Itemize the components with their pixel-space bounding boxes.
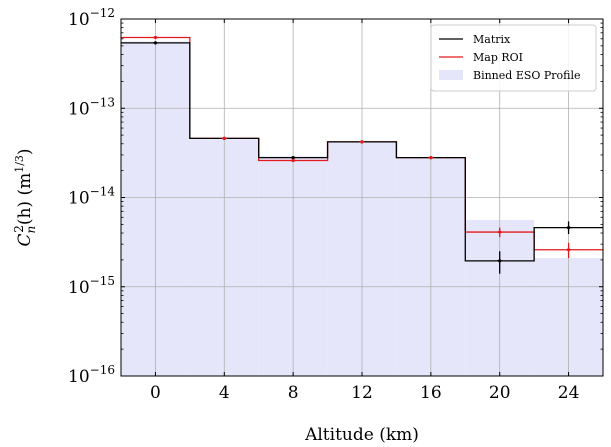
matrix-marker-0 xyxy=(153,41,158,45)
x-tick-label-3: 12 xyxy=(351,383,373,403)
y-tick-label-3: 10−13 xyxy=(68,95,115,119)
x-axis-label: Altitude (km) xyxy=(304,425,419,445)
legend-label-map-roi: Map ROI xyxy=(473,51,523,64)
x-tick-label-6: 24 xyxy=(558,383,580,403)
legend-box xyxy=(430,24,597,92)
map-roi-marker-5 xyxy=(498,230,502,234)
y-axis-label: Cn2(h) (m1/3) xyxy=(12,148,38,246)
legend: Matrix Map ROI Binned ESO Profile xyxy=(430,24,597,92)
axis-ticks: 0 4 8 12 16 20 24 10−16 10−15 10−14 10−13 10−12 xyxy=(68,6,603,403)
y-tick-label-0: 10−16 xyxy=(68,363,115,387)
matrix-marker-6 xyxy=(566,225,571,230)
map-roi-marker-3 xyxy=(360,140,364,144)
map-roi-marker-2 xyxy=(291,158,295,163)
matrix-marker-5 xyxy=(498,259,502,263)
y-tick-label-1: 10−15 xyxy=(68,274,115,298)
map-roi-marker-4 xyxy=(429,155,433,160)
legend-label-binned-eso-profile: Binned ESO Profile xyxy=(473,69,581,82)
y-tick-label-4: 10−12 xyxy=(68,6,115,30)
matrix-marker-2 xyxy=(291,155,295,160)
x-tick-label-5: 20 xyxy=(489,383,511,403)
error-bars xyxy=(152,35,572,274)
x-tick-label-1: 4 xyxy=(219,383,230,403)
y-tick-label-2: 10−14 xyxy=(68,185,115,209)
x-tick-label-2: 8 xyxy=(288,383,299,403)
legend-swatch-binned-eso-profile xyxy=(439,70,463,80)
map-roi-marker-0 xyxy=(153,35,158,40)
x-tick-label-4: 16 xyxy=(420,383,442,403)
x-tick-label-0: 0 xyxy=(150,383,161,403)
legend-label-matrix: Matrix xyxy=(473,33,511,46)
map-roi-marker-1 xyxy=(222,136,226,140)
map-roi-marker-6 xyxy=(566,248,571,252)
